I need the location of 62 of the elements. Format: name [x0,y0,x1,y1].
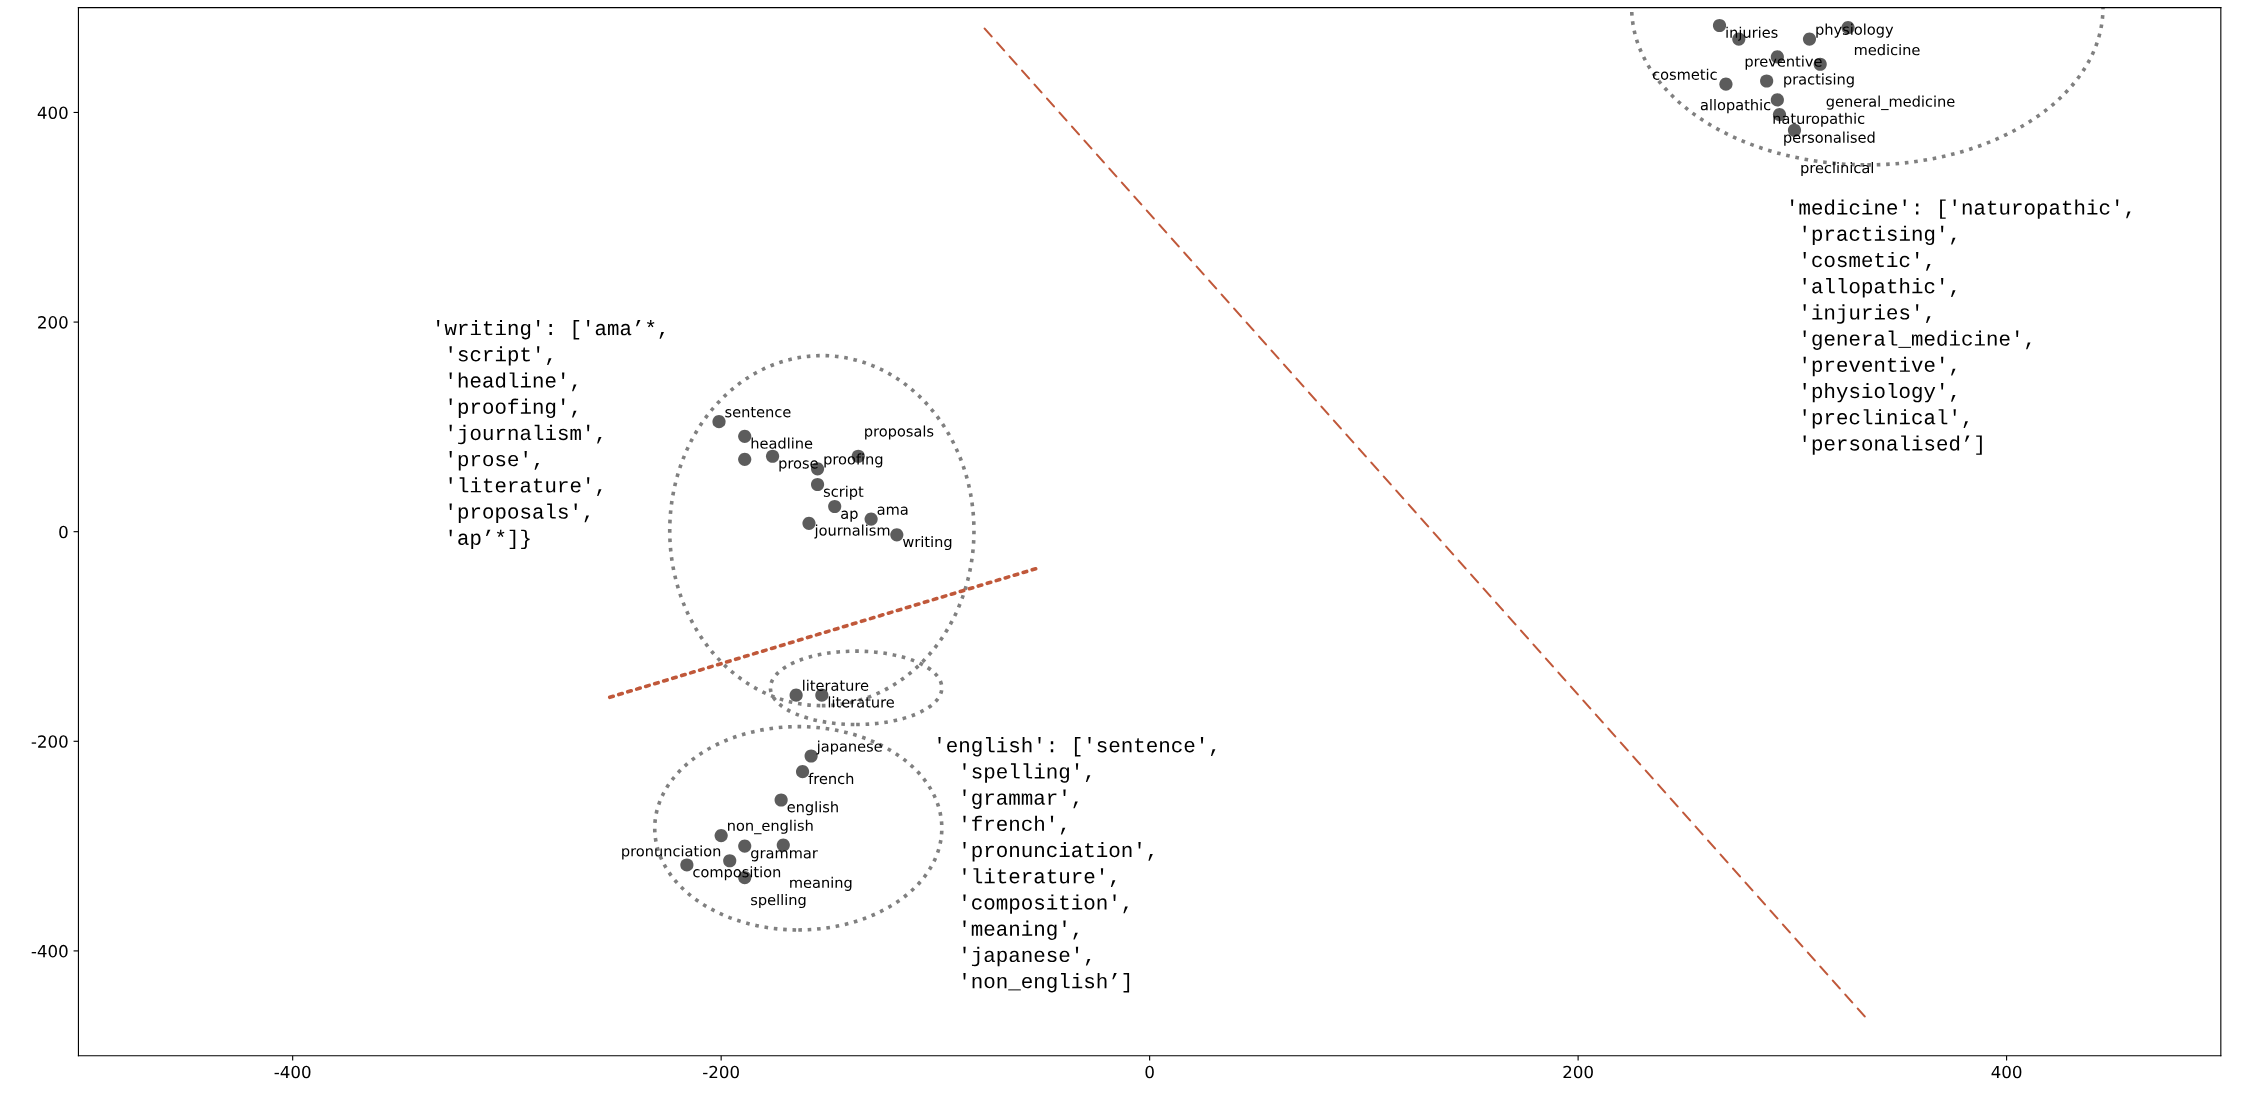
point [795,765,810,779]
x-tick-label: -200 [703,1065,739,1079]
annotation: meaning [790,876,852,891]
annotation: journalism [814,524,890,539]
annotation: preclinical [1801,162,1873,177]
annotation: spelling [751,893,806,909]
point [774,793,788,807]
point [1719,77,1733,91]
annotation: writing [903,535,952,551]
annotation: ama [877,506,908,515]
text: 'writing': ['ama’*, 'script', 'headline', 'proofing', 'journalism', 'prose', 'literature', 'proposals', 'ap’*]} [437,319,665,550]
x-tick-label: 400 [1991,1065,2022,1079]
annotation: proofing [824,453,883,468]
point [802,516,816,530]
annotation: physiology [1816,23,1894,38]
annotation: ap [841,510,858,522]
annotation: naturopathic [1773,112,1865,127]
point [712,415,726,429]
annotation: pronunciation [622,845,721,860]
x-tick-label: 0 [1145,1065,1154,1079]
point [714,829,728,843]
annotation: injuries [1726,26,1778,41]
point [804,749,818,763]
y-tick-label: 0 [59,525,68,539]
annotation: headline [751,437,813,449]
point [828,499,842,514]
x-tick-label: -400 [274,1065,311,1079]
point [1760,74,1774,88]
y-tick-label: 200 [38,316,68,329]
annotation: allopathic [1700,99,1771,114]
point [1802,32,1817,46]
point [890,528,904,542]
annotation: french [808,772,854,785]
point [738,452,752,466]
point [738,839,752,853]
point [1712,18,1727,33]
annotation: cosmetic [1652,68,1717,80]
point [810,477,825,492]
point [765,449,780,463]
annotation: general_medicine [1826,95,1955,111]
point [789,688,803,702]
text: 'medicine': ['naturopathic', 'practising', 'cosmetic', 'allopathic', 'injuries', 'general_medicine', 'preventive', 'physiology', 'preclinical', 'personalised’] [1791,199,2131,455]
y-tick-label: -400 [31,944,68,958]
annotation: script [823,485,864,500]
annotation: personalised [1784,131,1875,146]
point [738,429,752,443]
annotation: proposals [865,425,934,440]
annotation: english [787,801,838,816]
annotation: sentence [725,406,791,418]
point [1770,93,1784,107]
annotation: practising [1784,73,1854,88]
text: 'english': ['sentence', 'spelling', 'grammar', 'french', 'pronunciation', 'literature', 'composition', 'meaning', 'japanese', 'non_english’] [938,737,1216,993]
annotation: composition [693,866,781,881]
annotation: grammar [751,850,818,862]
annotation: literature [803,679,869,691]
annotation: non_english [728,819,813,835]
y-tick-label: 400 [37,106,68,120]
x-tick-label: 200 [1563,1065,1593,1079]
y-tick-label: -200 [31,735,68,748]
annotation: medicine [1854,44,1920,56]
annotation: japanese [816,740,882,755]
annotation: literature [828,696,894,708]
